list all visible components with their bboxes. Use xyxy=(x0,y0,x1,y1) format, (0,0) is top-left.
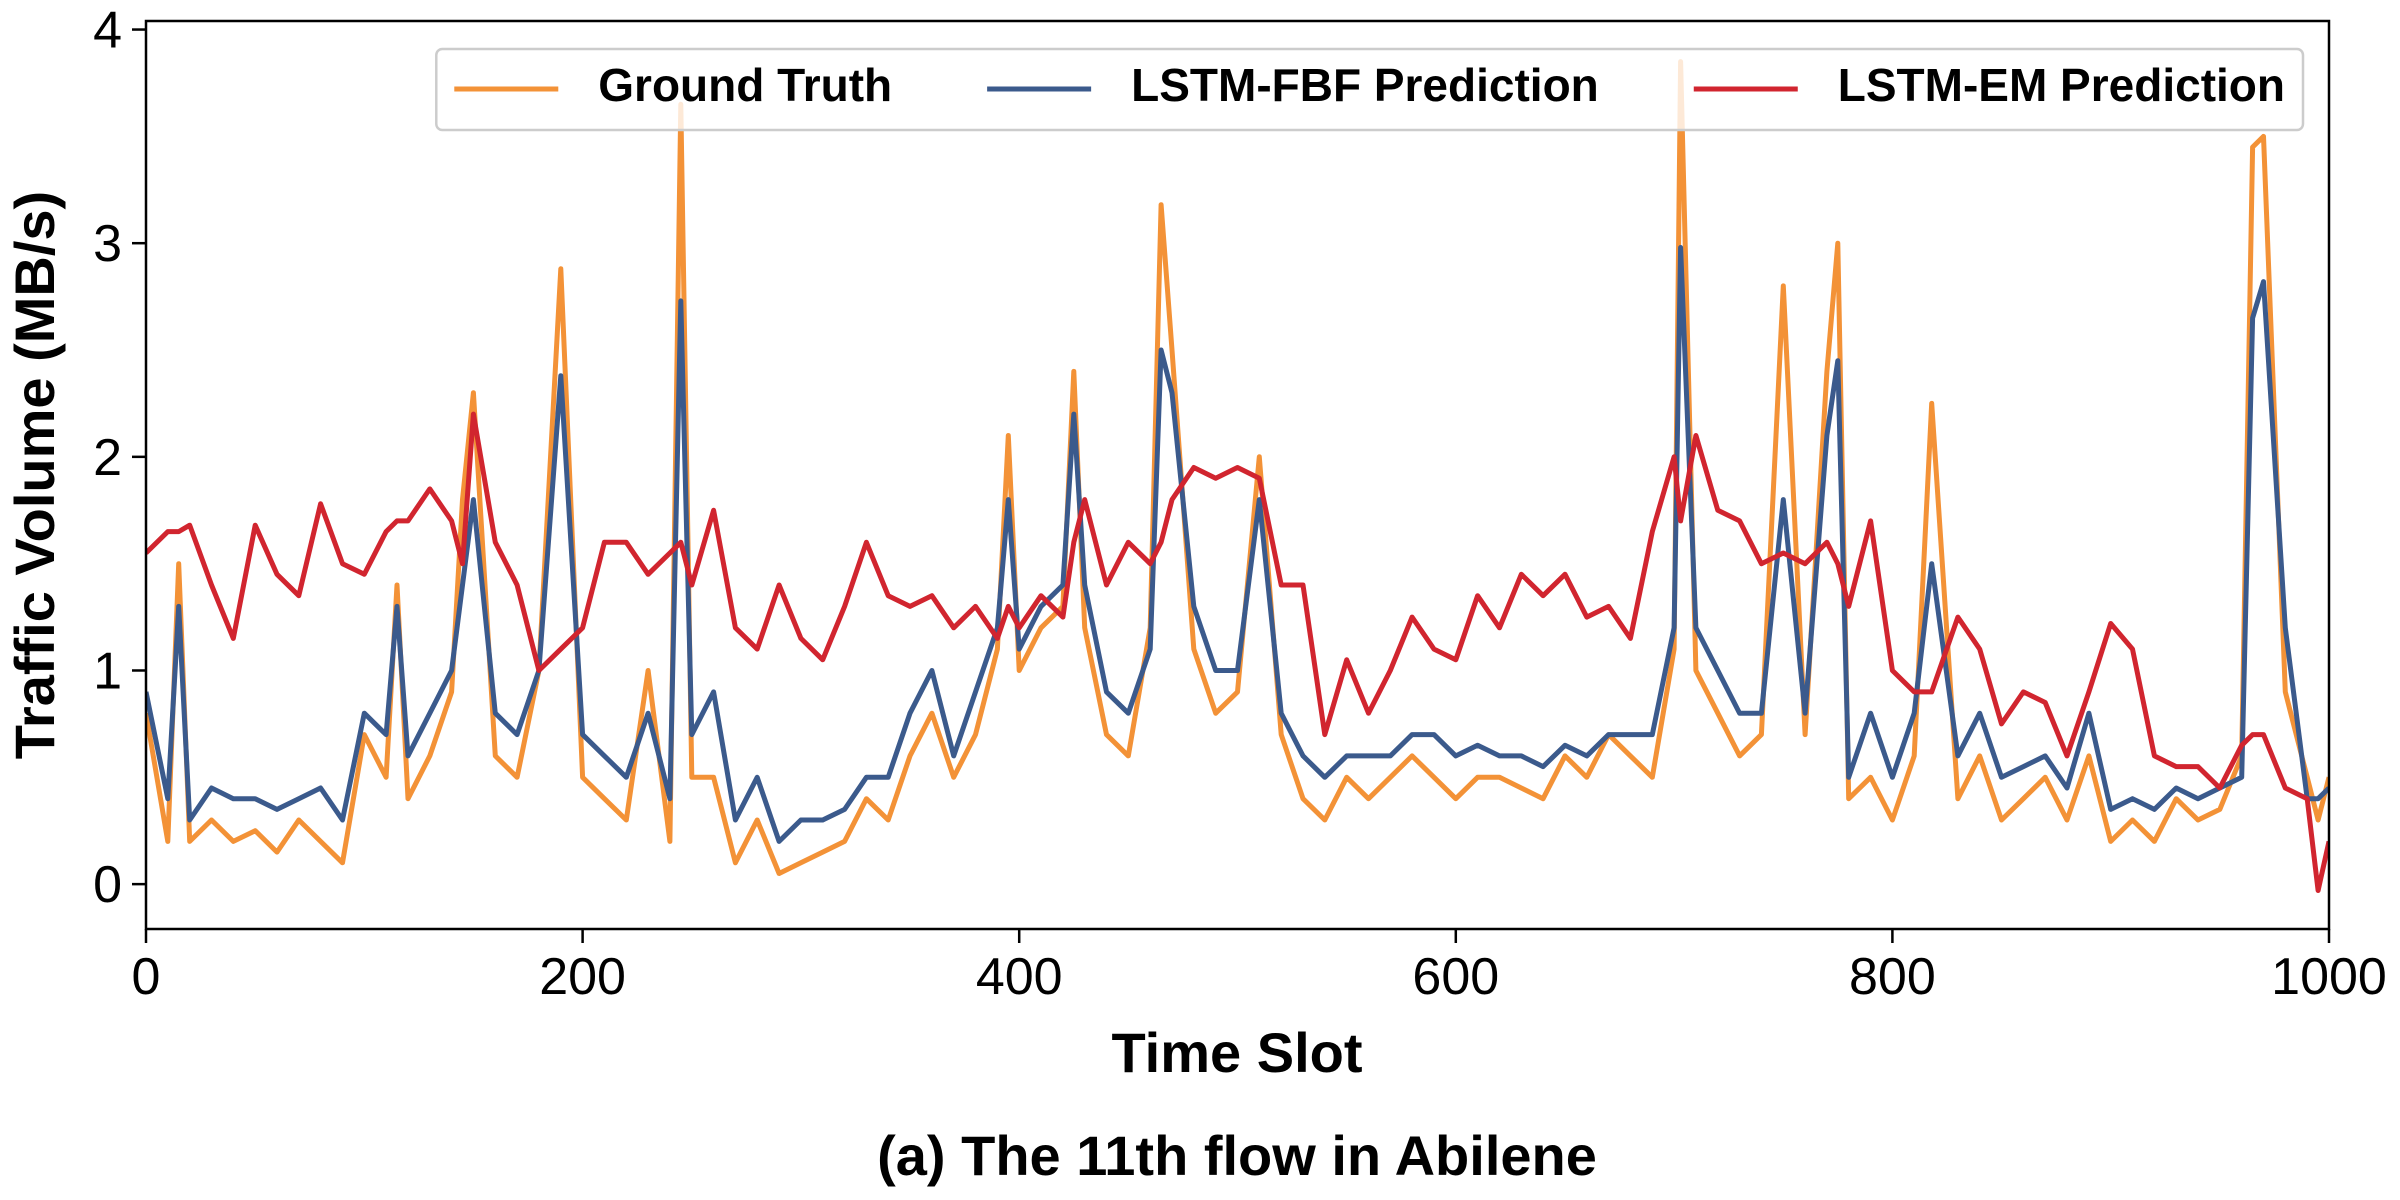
caption: (a) The 11th flow in Abilene xyxy=(877,1124,1597,1187)
line-series xyxy=(146,411,2329,893)
legend: Ground Truth LSTM-FBF Prediction LSTM-EM P… xyxy=(435,47,2305,132)
x-tick-label: 0 xyxy=(132,948,161,1006)
x-tick-label: 600 xyxy=(1412,948,1499,1006)
line-series xyxy=(146,59,2329,876)
y-axis-label: Traffic Volume (MB/s) xyxy=(3,191,66,759)
x-axis-label: Time Slot xyxy=(1111,1021,1362,1084)
y-tick-label: 1 xyxy=(93,642,122,700)
legend-box xyxy=(435,47,2305,132)
x-tick-label: 800 xyxy=(1849,948,1936,1006)
x-tick-label: 400 xyxy=(976,948,1063,1006)
legend-label: Ground Truth xyxy=(598,59,892,111)
plot-frame xyxy=(144,19,2331,931)
x-tick-label: 200 xyxy=(539,948,626,1006)
plot-lines xyxy=(146,59,2329,893)
legend-label: LSTM-FBF Prediction xyxy=(1131,59,1599,111)
y-tick-label: 0 xyxy=(93,856,122,914)
y-tick-label: 2 xyxy=(93,429,122,487)
x-tick-label: 1000 xyxy=(2271,948,2387,1006)
y-tick-label: 4 xyxy=(93,2,122,60)
line-series xyxy=(146,245,2329,844)
legend-label: LSTM-EM Prediction xyxy=(1838,59,2285,111)
y-tick-label: 3 xyxy=(93,215,122,273)
